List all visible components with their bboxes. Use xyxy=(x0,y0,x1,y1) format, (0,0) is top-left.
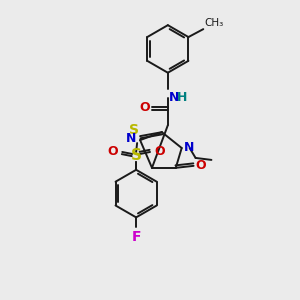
Text: O: O xyxy=(140,101,150,114)
Text: S: S xyxy=(129,123,139,137)
Text: N: N xyxy=(184,140,194,154)
Text: O: O xyxy=(108,146,118,158)
Text: H: H xyxy=(177,91,187,103)
Text: N: N xyxy=(126,132,136,145)
Text: O: O xyxy=(154,146,165,158)
Text: O: O xyxy=(196,159,206,172)
Text: N: N xyxy=(169,91,179,103)
Text: S: S xyxy=(130,148,142,164)
Text: F: F xyxy=(131,230,141,244)
Text: CH₃: CH₃ xyxy=(204,18,224,28)
